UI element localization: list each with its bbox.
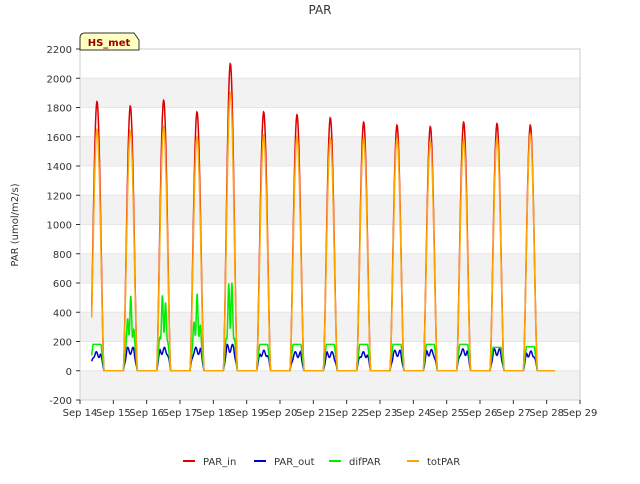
legend-item-totpar: totPAR <box>407 457 460 468</box>
y-tick-label: 1800 <box>47 104 72 115</box>
legend-label: PAR_in <box>203 457 236 468</box>
y-tick-label: 0 <box>66 367 72 378</box>
y-tick-label: -200 <box>49 396 72 407</box>
y-tick-label: 2200 <box>47 45 72 56</box>
site-label: HS_met <box>88 38 131 49</box>
x-tick-label: Sep 15 <box>96 408 131 419</box>
x-tick-label: Sep 19 <box>229 408 264 419</box>
y-tick-label: 1000 <box>47 221 72 232</box>
x-tick-label: Sep 24 <box>396 408 431 419</box>
grid-band <box>80 312 580 342</box>
grid-band <box>80 253 580 283</box>
series-line-totpar <box>90 91 555 372</box>
x-tick-label: Sep 22 <box>329 408 364 419</box>
site-label-box: HS_met <box>79 32 140 51</box>
x-tick-label: Sep 27 <box>496 408 531 419</box>
legend-item-par-in: PAR_in <box>183 457 236 468</box>
grid-band <box>80 78 580 108</box>
x-tick-label: Sep 20 <box>263 408 298 419</box>
x-tick-label: Sep 25 <box>429 408 464 419</box>
grid-band <box>80 370 580 400</box>
legend-label: PAR_out <box>274 457 315 468</box>
site-label-background <box>79 32 140 51</box>
x-tick-label: Sep 16 <box>129 408 164 419</box>
x-tick-label: Sep 28 <box>529 408 564 419</box>
y-tick-label: 2000 <box>47 74 72 85</box>
x-tick-label: Sep 17 <box>163 408 198 419</box>
grid-bands <box>80 48 580 401</box>
x-tick-label: Sep 29 <box>563 408 598 419</box>
legend-label: totPAR <box>427 457 460 468</box>
x-tick-label: Sep 14 <box>63 408 98 419</box>
chart-title: PAR <box>308 3 331 17</box>
x-tick-label: Sep 26 <box>463 408 498 419</box>
series-layer <box>90 62 555 372</box>
x-tick-label: Sep 18 <box>196 408 231 419</box>
legend-item-par-out: PAR_out <box>254 457 315 468</box>
x-tick-label: Sep 21 <box>296 408 331 419</box>
y-tick-label: 1600 <box>47 133 72 144</box>
y-tick-label: 400 <box>53 308 72 319</box>
y-axis: -200 0 200 400 600 800 1000 1200 1400 1600 1800 200… <box>47 45 80 407</box>
legend: PAR_in PAR_out difPAR totPAR <box>183 457 460 468</box>
grid-band <box>80 195 580 225</box>
legend-item-difpar: difPAR <box>329 457 381 468</box>
y-tick-label: 1200 <box>47 191 72 202</box>
legend-label: difPAR <box>349 457 381 468</box>
y-tick-label: 200 <box>53 338 72 349</box>
y-axis-label: PAR (umol/m2/s) <box>10 183 21 266</box>
y-tick-label: 800 <box>53 250 72 261</box>
y-tick-label: 1400 <box>47 162 72 173</box>
y-tick-label: 600 <box>53 279 72 290</box>
x-tick-label: Sep 23 <box>363 408 398 419</box>
